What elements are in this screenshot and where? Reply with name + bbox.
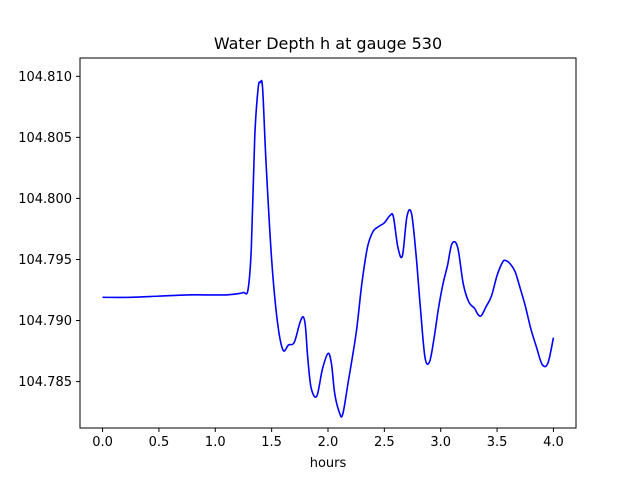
x-tick-label: 4.0 [543,435,564,450]
x-tick-label: 1.5 [261,435,282,450]
x-axis-label: hours [310,456,347,471]
x-tick-label: 0.0 [92,435,113,450]
x-tick-label: 3.0 [430,435,451,450]
y-axis-ticks: 104.785 104.790 104.795 104.800 104.805 104.8… [18,70,80,390]
x-axis-ticks: 0.0 0.5 1.0 1.5 2.0 2.5 3.0 3.5 4.0 [92,428,564,450]
plot-area [102,79,555,418]
y-tick-label: 104.795 [18,253,72,268]
x-tick-label: 2.0 [318,435,339,450]
x-tick-label: 1.0 [205,435,226,450]
x-tick-label: 2.5 [374,435,395,450]
y-tick-label: 104.810 [18,70,72,85]
y-tick-label: 104.805 [18,131,72,146]
y-tick-label: 104.790 [18,314,72,329]
y-tick-label: 104.785 [18,375,72,390]
x-tick-label: 3.5 [487,435,508,450]
axes-frame [79,57,577,429]
x-tick-label: 0.5 [149,435,170,450]
chart-title: Water Depth h at gauge 530 [214,34,442,53]
y-tick-label: 104.800 [18,192,72,207]
series-line-0 [102,79,555,418]
